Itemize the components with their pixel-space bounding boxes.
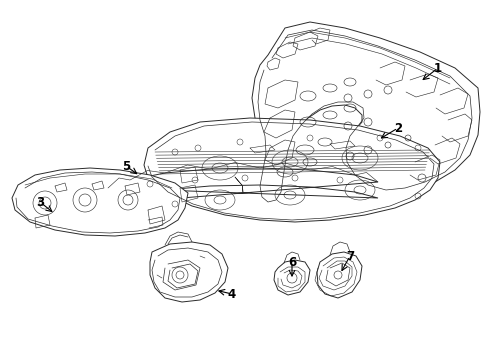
Polygon shape — [12, 168, 187, 236]
Polygon shape — [150, 242, 227, 302]
Polygon shape — [143, 118, 439, 222]
Text: 3: 3 — [36, 195, 44, 208]
Text: 5: 5 — [122, 159, 130, 172]
Polygon shape — [108, 168, 377, 204]
Polygon shape — [251, 22, 479, 210]
Text: 4: 4 — [227, 288, 236, 301]
Text: 1: 1 — [433, 62, 441, 75]
Text: 2: 2 — [393, 122, 401, 135]
Polygon shape — [316, 252, 361, 298]
Text: 6: 6 — [287, 256, 296, 269]
Text: 7: 7 — [345, 249, 353, 262]
Polygon shape — [273, 260, 309, 295]
